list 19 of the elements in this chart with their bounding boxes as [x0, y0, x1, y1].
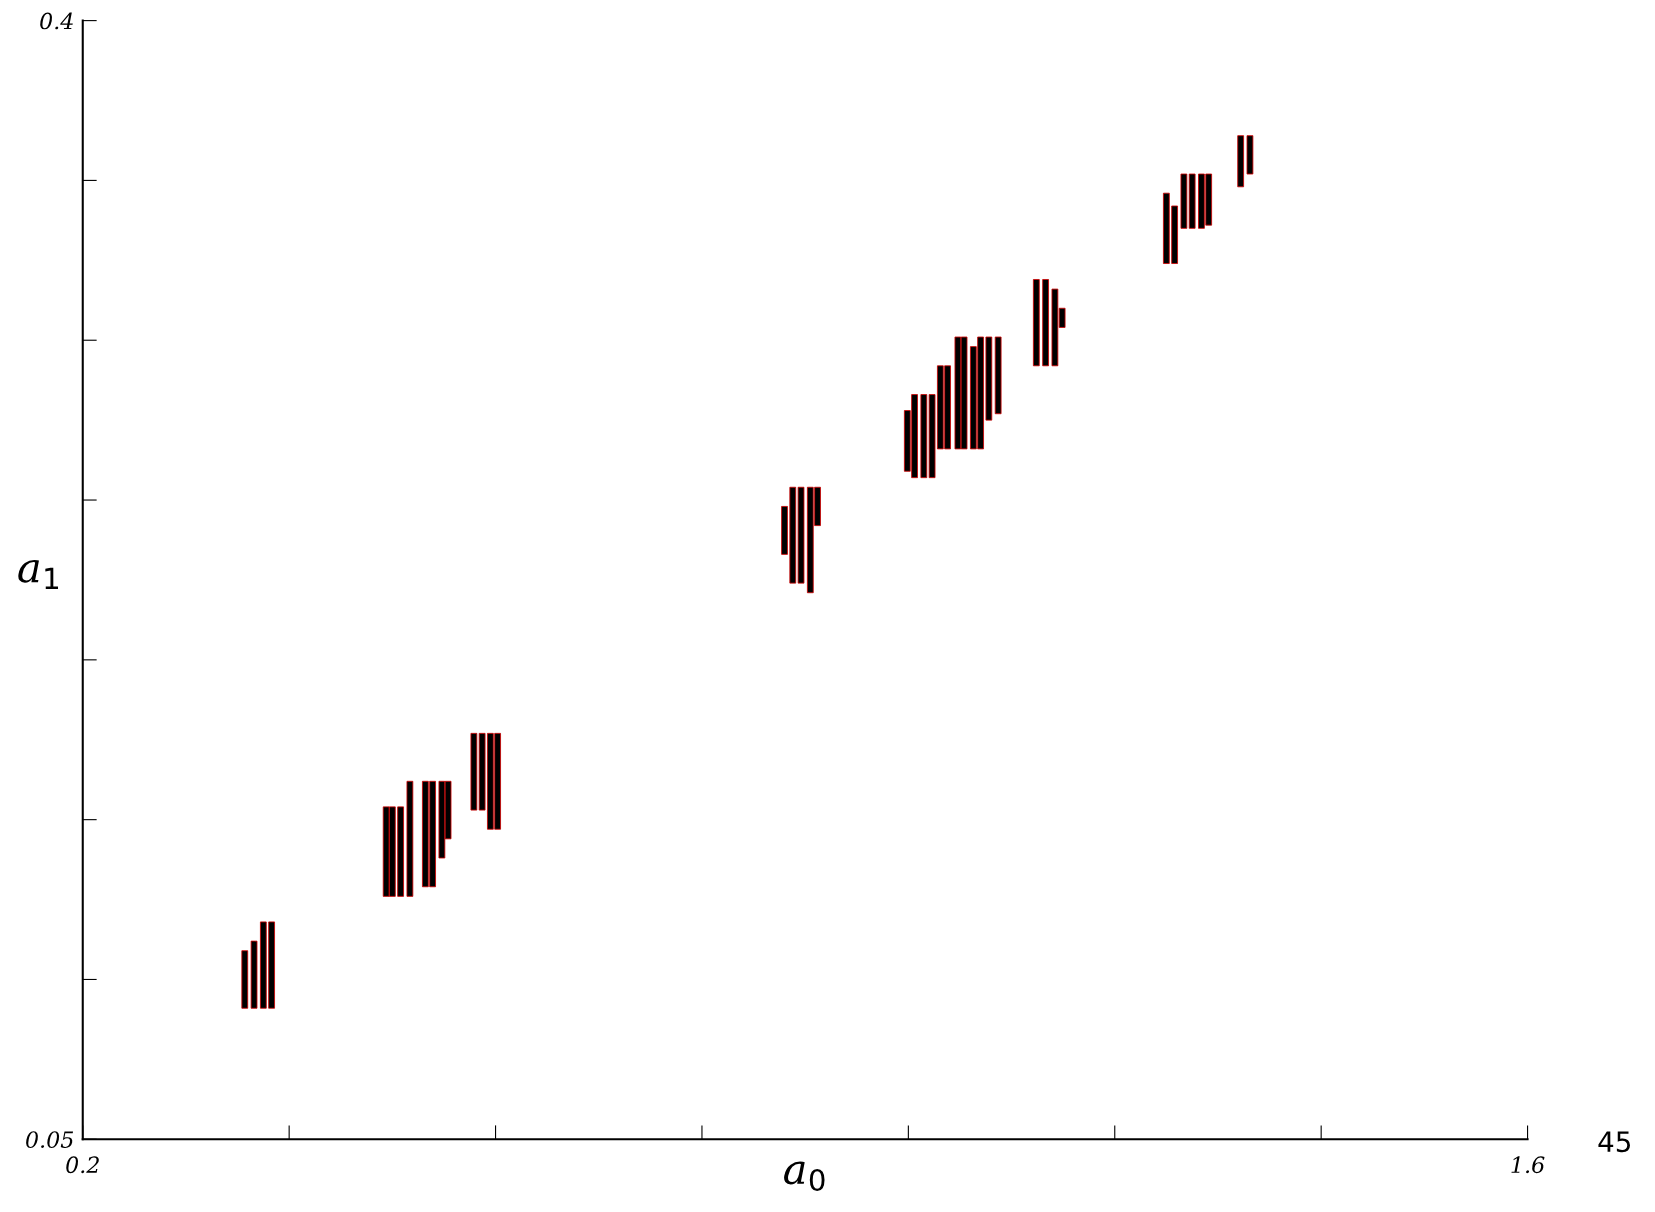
bar	[241, 950, 249, 1009]
bar	[470, 732, 478, 811]
bar	[1032, 279, 1040, 367]
bar	[1237, 135, 1245, 188]
bar	[1188, 173, 1196, 229]
y-axis-title: a$_{1}$	[18, 559, 59, 590]
y-tick-label: 0.4	[40, 12, 73, 30]
bar	[1042, 279, 1049, 367]
y-tick-label: 0.05	[26, 1131, 74, 1149]
bar	[1246, 135, 1254, 175]
x-axis-title: a$_{0}$	[784, 1161, 825, 1192]
bar	[994, 336, 1002, 415]
x-tick-label: 1.6	[1511, 1156, 1545, 1174]
bar	[406, 780, 414, 897]
bar	[1180, 173, 1188, 229]
text: 45	[1598, 1131, 1630, 1153]
bar	[250, 940, 258, 1009]
bar	[920, 394, 928, 479]
x-tick-label: 0.2	[66, 1156, 99, 1174]
